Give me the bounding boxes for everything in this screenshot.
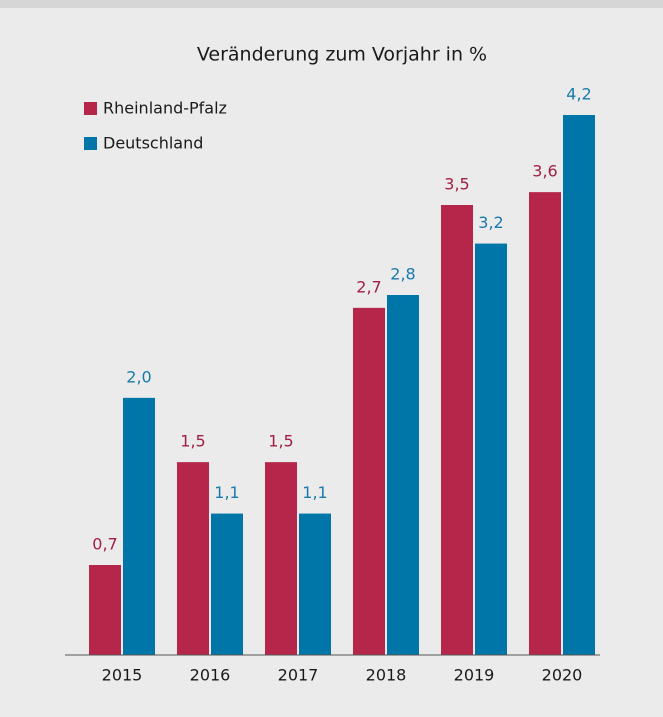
value-label: 2,8	[390, 265, 415, 284]
value-label: 1,5	[268, 432, 293, 451]
legend-label: Deutschland	[103, 134, 203, 153]
bar	[387, 295, 419, 655]
value-label: 1,1	[214, 483, 239, 502]
bar	[265, 462, 297, 655]
x-tick-label: 2017	[278, 666, 319, 685]
bar	[123, 397, 155, 655]
x-tick-label: 2020	[542, 666, 583, 685]
value-label: 1,5	[180, 432, 205, 451]
legend-swatch	[84, 102, 97, 115]
value-label: 2,0	[126, 367, 151, 386]
bar	[563, 115, 595, 655]
value-label: 0,7	[92, 535, 117, 554]
x-tick-label: 2016	[190, 666, 231, 685]
legend-label: Rheinland-Pfalz	[103, 99, 227, 118]
bar	[475, 243, 507, 656]
bar	[529, 192, 561, 655]
legend-swatch	[84, 137, 97, 150]
bar	[89, 565, 121, 655]
x-tick-label: 2015	[102, 666, 143, 685]
bar	[299, 513, 331, 655]
value-label: 3,5	[444, 175, 469, 194]
x-tick-label: 2018	[366, 666, 407, 685]
bar	[211, 513, 243, 655]
x-tick-label: 2019	[454, 666, 495, 685]
value-label: 3,6	[532, 162, 557, 181]
value-label: 4,2	[566, 85, 591, 104]
bar	[177, 462, 209, 655]
bar	[441, 205, 473, 655]
value-label: 3,2	[478, 213, 503, 232]
top-strip	[0, 0, 663, 8]
value-label: 1,1	[302, 483, 327, 502]
value-label: 2,7	[356, 277, 381, 296]
chart-title: Veränderung zum Vorjahr in %	[197, 44, 487, 66]
bar	[353, 307, 385, 655]
